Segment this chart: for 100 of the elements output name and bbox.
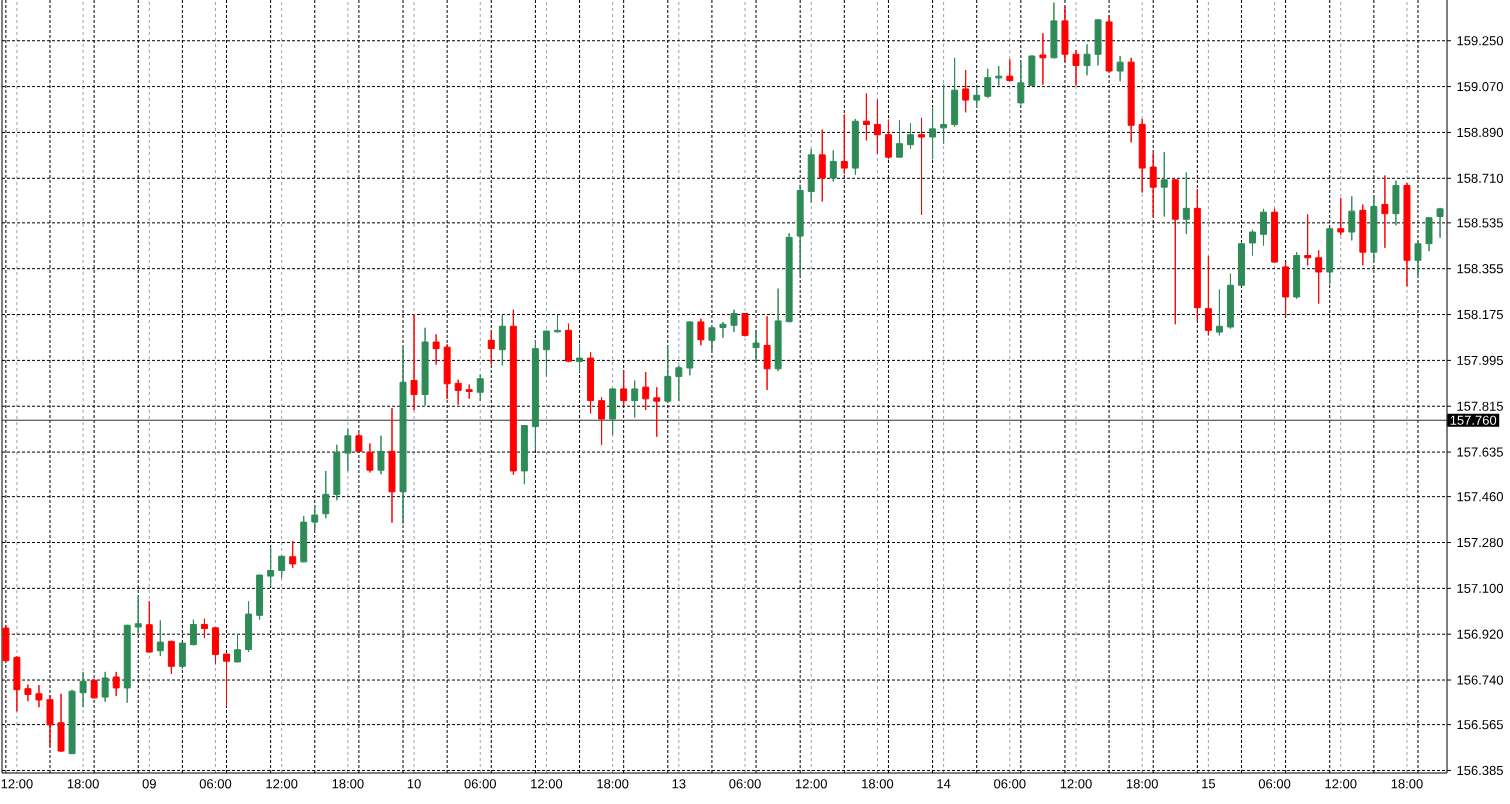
candlestick — [1215, 289, 1223, 336]
candlestick — [112, 671, 120, 697]
candlestick — [520, 424, 528, 485]
y-tick-label: 158.710 — [1457, 173, 1503, 183]
candlestick — [223, 653, 230, 707]
candlestick — [1127, 57, 1135, 143]
candlestick — [498, 314, 506, 366]
x-tick-label: 18:00 — [1126, 779, 1158, 789]
x-tick-label: 12:00 — [1, 779, 33, 789]
candlestick — [940, 84, 948, 145]
candlestick — [68, 689, 76, 755]
x-tick-label: 13 — [672, 779, 686, 789]
candlestick — [388, 407, 396, 524]
y-tick-label: 158.890 — [1457, 127, 1503, 138]
candlestick — [818, 129, 826, 202]
x-tick-label: 12:00 — [531, 779, 563, 789]
candlestick — [366, 442, 374, 473]
candlestick — [1348, 195, 1356, 241]
candlestick — [2, 624, 10, 662]
candlestick — [995, 65, 1003, 87]
candlestick — [1072, 49, 1080, 87]
candlestick — [587, 351, 595, 414]
candlestick — [410, 313, 418, 411]
candlestick — [1039, 32, 1047, 86]
candlestick — [631, 380, 639, 418]
candlestick — [851, 118, 859, 176]
y-tick-label: 157.280 — [1457, 537, 1503, 548]
candlestick — [686, 320, 694, 376]
x-tick-label: 12:00 — [1325, 779, 1357, 789]
candlestick — [785, 232, 793, 323]
x-tick-label: 12:00 — [795, 779, 827, 789]
y-tick-label: 158.535 — [1457, 218, 1503, 228]
candlestick — [311, 504, 319, 531]
candlestick — [1006, 58, 1014, 82]
candlestick — [620, 370, 628, 406]
x-tick-label: 06:00 — [994, 779, 1026, 789]
y-tick-label: 157.815 — [1457, 401, 1503, 411]
candlestick — [664, 347, 672, 403]
candlestick — [542, 330, 550, 377]
candlestick — [79, 671, 87, 708]
candlestick — [807, 148, 815, 203]
candlestick — [355, 432, 363, 453]
y-tick-label: 156.920 — [1457, 629, 1503, 639]
candlestick — [1392, 180, 1400, 226]
candlestick — [90, 679, 98, 699]
candlestick — [399, 347, 407, 525]
candlestick — [730, 309, 738, 333]
candlestick — [1359, 204, 1367, 266]
y-tick-label: 158.355 — [1457, 264, 1503, 274]
candlestick — [1315, 249, 1323, 305]
x-tick-label: 15 — [1202, 779, 1216, 789]
candlestick — [24, 684, 32, 702]
x-tick-label: 12:00 — [266, 779, 298, 789]
candlestick — [234, 633, 242, 663]
candlestick — [476, 373, 484, 402]
candlestick — [145, 600, 153, 654]
candlestick — [1381, 174, 1389, 249]
x-tick-label: 12:00 — [1060, 779, 1092, 789]
candlestick — [1226, 273, 1234, 330]
candlestick — [35, 684, 43, 708]
candlestick — [984, 68, 992, 99]
candlestick — [862, 92, 870, 141]
candlestick — [1249, 229, 1256, 256]
x-tick-label: 14 — [937, 779, 951, 789]
candlestick — [1282, 261, 1290, 317]
candlestick — [576, 343, 584, 373]
candlestick — [1425, 216, 1433, 252]
ref-line-label: 157.760 — [1450, 415, 1497, 425]
candlestick — [598, 396, 606, 446]
candlestick — [443, 343, 451, 400]
candlestick — [918, 117, 926, 216]
candlestick — [1094, 18, 1102, 66]
candlestick — [609, 387, 617, 436]
candlestick — [487, 330, 495, 365]
candlestick — [432, 333, 440, 365]
candlestick — [565, 323, 572, 363]
candlestick — [1116, 55, 1124, 82]
candlestick — [421, 327, 429, 406]
candlestick — [1237, 241, 1245, 287]
candlestick — [1326, 227, 1334, 285]
candlestick — [454, 379, 462, 406]
candlestick — [1160, 151, 1168, 217]
y-tick-label: 157.995 — [1457, 355, 1503, 365]
y-tick-label: 156.740 — [1457, 675, 1503, 685]
x-tick-label: 09 — [142, 779, 156, 789]
candlestick — [1028, 54, 1036, 87]
candlestick — [289, 540, 297, 569]
x-tick-label: 06:00 — [729, 779, 761, 789]
candlestick — [267, 546, 275, 587]
candlestick — [907, 122, 914, 150]
x-tick-label: 06:00 — [199, 779, 232, 789]
candlestick — [344, 428, 352, 472]
candlestick — [1271, 208, 1279, 264]
candlestick — [1337, 197, 1345, 236]
candlestick — [675, 364, 683, 402]
y-tick-label: 159.250 — [1457, 36, 1503, 46]
candlestick — [212, 626, 219, 665]
candlestick — [951, 57, 959, 128]
candlestick — [553, 314, 561, 333]
x-tick-label: 18:00 — [332, 779, 364, 789]
